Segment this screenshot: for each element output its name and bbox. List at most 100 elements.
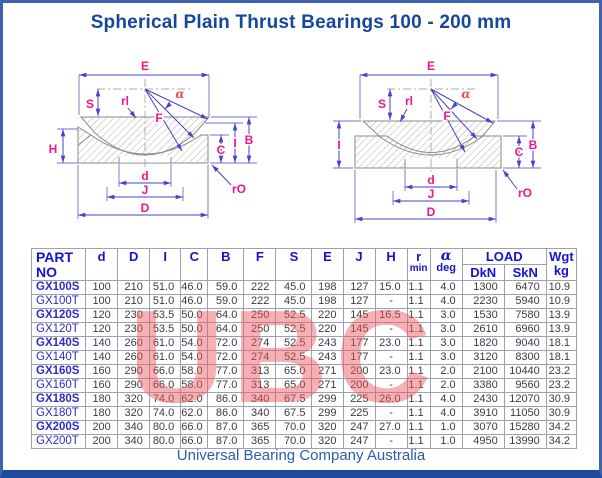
- value-cell: 290: [117, 364, 151, 379]
- value-cell: 2430: [461, 392, 505, 407]
- dim-label-C: C: [515, 145, 524, 159]
- value-cell: 23.0: [374, 364, 408, 379]
- dim-label-S: S: [86, 97, 94, 111]
- value-cell: 46.0: [180, 280, 209, 295]
- part-no-cell[interactable]: GX160T: [30, 378, 87, 393]
- col-header-d: d: [85, 248, 119, 281]
- bearing-diagram-t-type: E S rl α F I C B d J: [333, 59, 541, 223]
- value-cell: 52.5: [275, 308, 313, 323]
- value-cell: 2.0: [429, 378, 463, 393]
- value-cell: 30.9: [545, 392, 578, 407]
- value-cell: 243: [311, 350, 344, 365]
- value-cell: 26.0: [374, 392, 408, 407]
- value-cell: 140: [85, 336, 119, 351]
- col-header-C: C: [180, 248, 209, 281]
- part-no-cell[interactable]: GX140T: [30, 350, 87, 365]
- dim-label-I: I: [233, 136, 236, 150]
- value-cell: 225: [342, 406, 376, 421]
- part-no-cell[interactable]: GX200S: [30, 420, 87, 435]
- col-header-alpha-deg: α deg: [429, 248, 463, 281]
- value-cell: 80.0: [149, 420, 182, 435]
- value-cell: 46.0: [180, 294, 209, 309]
- lower-washer-section: [77, 126, 209, 164]
- value-cell: 140: [85, 350, 119, 365]
- value-cell: 10.9: [545, 280, 578, 295]
- dim-label-I: I: [337, 138, 340, 152]
- value-cell: 50.0: [180, 322, 209, 337]
- value-cell: 1300: [461, 280, 505, 295]
- table-row: GX160T 160 290 66.0 58.0 77.0 313 65.0 271 200-1.…: [30, 378, 578, 393]
- value-cell: 120: [85, 308, 119, 323]
- value-cell: 198: [311, 294, 344, 309]
- table-row: GX180T 180 320 74.0 62.0 86.0 340 67.5 299 225-1.…: [30, 406, 578, 421]
- col-header-skn: SkN: [503, 264, 547, 281]
- value-cell: -: [374, 350, 408, 365]
- value-cell: 52.5: [275, 350, 313, 365]
- part-no-cell[interactable]: GX160S: [30, 364, 87, 379]
- value-cell: 9560: [503, 378, 547, 393]
- part-no-cell[interactable]: GX100S: [30, 280, 87, 295]
- value-cell: 70.0: [275, 420, 313, 435]
- part-no-cell[interactable]: GX140S: [30, 336, 87, 351]
- value-cell: 2610: [461, 322, 505, 337]
- value-cell: 320: [117, 406, 151, 421]
- part-no-cell[interactable]: GX120S: [30, 308, 87, 323]
- dim-label-E: E: [141, 59, 149, 73]
- part-no-cell[interactable]: GX120T: [30, 322, 87, 337]
- dim-label-rO: rO: [518, 186, 532, 200]
- value-cell: 260: [117, 350, 151, 365]
- value-cell: 1.1: [406, 406, 431, 421]
- value-cell: 200: [85, 420, 119, 435]
- value-cell: 3120: [461, 350, 505, 365]
- value-cell: 45.0: [275, 294, 313, 309]
- dim-label-E: E: [427, 59, 435, 73]
- value-cell: 313: [243, 378, 277, 393]
- value-cell: 86.0: [207, 392, 245, 407]
- value-cell: 210: [117, 280, 151, 295]
- dim-label-H: H: [49, 142, 58, 156]
- value-cell: 67.5: [275, 392, 313, 407]
- table-row: GX140S 140 260 61.0 54.0 72.0 274 52.5 243 177 23.…: [30, 336, 578, 351]
- value-cell: 198: [311, 280, 344, 295]
- value-cell: 27.0: [374, 420, 408, 435]
- value-cell: 4.0: [429, 280, 463, 295]
- value-cell: 1.1: [406, 434, 431, 449]
- value-cell: 299: [311, 406, 344, 421]
- part-no-cell[interactable]: GX100T: [30, 294, 87, 309]
- value-cell: 65.0: [275, 364, 313, 379]
- value-cell: 1820: [461, 336, 505, 351]
- value-cell: 61.0: [149, 350, 182, 365]
- value-cell: 127: [342, 280, 376, 295]
- value-cell: 2230: [461, 294, 505, 309]
- value-cell: 1.1: [406, 308, 431, 323]
- value-cell: 52.5: [275, 336, 313, 351]
- table-row: GX180S 180 320 74.0 62.0 86.0 340 67.5 299 225 26.…: [30, 392, 578, 407]
- dim-label-alpha: α: [175, 87, 184, 101]
- table-row: GX200T 200 340 80.0 66.0 87.0 365 70.0 320 247-1.…: [30, 434, 578, 449]
- value-cell: 177: [342, 336, 376, 351]
- value-cell: 10440: [503, 364, 547, 379]
- value-cell: 10.9: [545, 294, 578, 309]
- part-no-cell[interactable]: GX180T: [30, 406, 87, 421]
- value-cell: 58.0: [180, 378, 209, 393]
- part-no-cell[interactable]: GX200T: [30, 434, 87, 449]
- value-cell: 210: [117, 294, 151, 309]
- col-header-load: LOAD: [461, 248, 547, 265]
- value-cell: 51.0: [149, 294, 182, 309]
- col-header-part-no: PART NO: [30, 248, 87, 281]
- value-cell: 11050: [503, 406, 547, 421]
- value-cell: 299: [311, 392, 344, 407]
- dim-label-D: D: [141, 201, 150, 215]
- value-cell: 58.0: [180, 364, 209, 379]
- value-cell: 5940: [503, 294, 547, 309]
- value-cell: 1.1: [406, 294, 431, 309]
- value-cell: -: [374, 294, 408, 309]
- value-cell: 127: [342, 294, 376, 309]
- value-cell: 13.9: [545, 322, 578, 337]
- value-cell: 52.5: [275, 322, 313, 337]
- value-cell: 365: [243, 434, 277, 449]
- value-cell: 271: [311, 378, 344, 393]
- part-no-cell[interactable]: GX180S: [30, 392, 87, 407]
- value-cell: 3.0: [429, 350, 463, 365]
